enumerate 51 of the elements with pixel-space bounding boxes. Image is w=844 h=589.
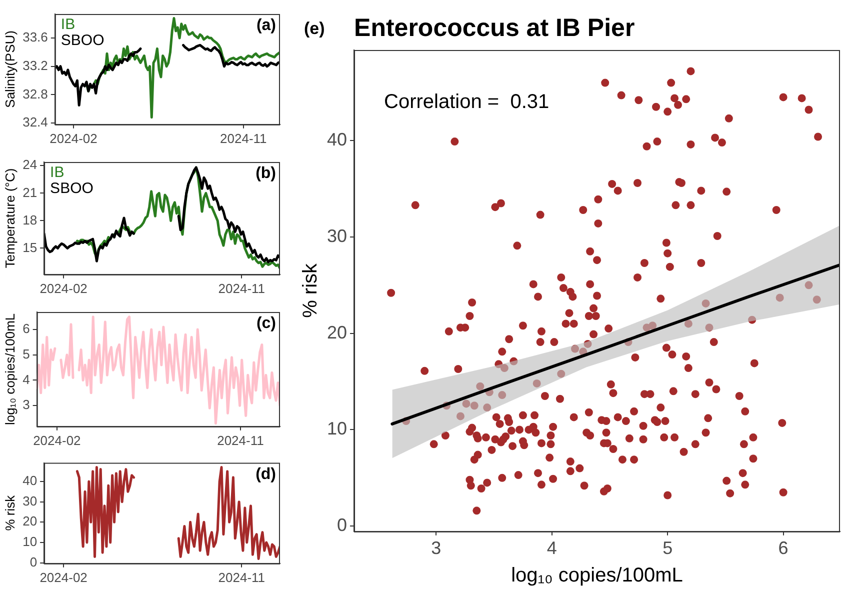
chart-title: Enterococcus at IB Pier <box>354 14 635 42</box>
x-tick-label: 2024-11 <box>217 432 264 448</box>
y-tick-label: 32.8 <box>22 86 48 102</box>
y-tick-label: 5 <box>22 346 30 362</box>
x-tick-label: 4 <box>546 538 557 558</box>
x-tick-label: 6 <box>778 538 788 558</box>
annotation: (a) <box>256 17 276 34</box>
y-axis-title: Temperature (°C) <box>2 168 18 268</box>
y-axis-title: % risk <box>2 494 18 531</box>
y-tick-label: 6 <box>22 321 30 336</box>
x-tick-label: 2024-02 <box>50 130 98 146</box>
y-tick-label: 20 <box>326 322 348 342</box>
y-tick-label: 21 <box>22 184 38 200</box>
annotation: (c) <box>256 315 276 332</box>
y-tick-label: 30 <box>326 226 348 246</box>
y-tick-label: 32.4 <box>22 114 48 130</box>
annotation: Correlation = 0.31 <box>384 91 550 113</box>
y-tick-label: 4 <box>22 372 30 387</box>
x-tick-label: 5 <box>662 538 673 558</box>
x-tick-label: 2024-02 <box>40 570 88 585</box>
y-tick-label: 33.6 <box>22 30 48 45</box>
text: (e) <box>304 19 325 38</box>
y-tick-label: 20 <box>22 514 38 529</box>
x-axis-title: log₁₀ copies/100mL <box>511 564 683 587</box>
y-tick-label: 40 <box>326 130 348 150</box>
x-tick-label: 2024-11 <box>220 130 267 146</box>
y-axis-title: log₁₀ copies/100mL <box>2 313 18 426</box>
y-axis-title: % risk <box>300 262 322 318</box>
annotation: (d) <box>256 466 276 483</box>
x-tick-label: 3 <box>431 538 442 558</box>
y-tick-label: 10 <box>326 418 348 439</box>
y-tick-label: 3 <box>22 397 30 412</box>
y-tick-label: 24 <box>22 157 38 172</box>
annotation: (b) <box>256 165 276 182</box>
y-tick-label: 10 <box>22 534 38 550</box>
x-tick-label: 2024-11 <box>218 570 266 585</box>
text: IB <box>50 164 64 181</box>
y-tick-label: 30 <box>22 493 38 508</box>
y-tick-label: 15 <box>22 240 38 255</box>
x-tick-label: 2024-02 <box>33 432 81 448</box>
y-tick-label: 0 <box>30 554 38 570</box>
text: IB <box>60 16 76 33</box>
y-tick-label: 33.2 <box>22 58 48 73</box>
y-tick-label: 0 <box>337 515 348 536</box>
series-label: SBOO <box>60 32 104 49</box>
y-axis-title: Salinity(PSU) <box>2 30 18 108</box>
text: SBOO <box>50 180 94 197</box>
x-tick-label: 2024-02 <box>40 280 88 296</box>
x-tick-label: 2024-11 <box>218 280 266 296</box>
y-tick-label: 40 <box>22 473 38 488</box>
y-tick-label: 18 <box>22 212 38 228</box>
